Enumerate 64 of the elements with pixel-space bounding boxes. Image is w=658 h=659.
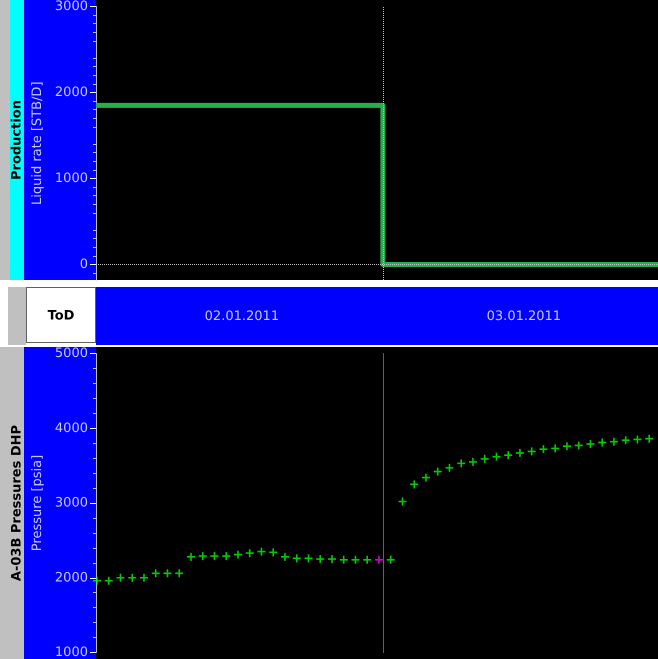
point [316,555,324,564]
point [280,552,289,561]
point [257,548,266,556]
y-tick-label: 4000 [54,420,88,436]
point [457,459,466,468]
point [398,498,406,506]
x-axis-title: ToD [48,308,75,324]
point [116,574,124,582]
y-tick-label: 3000 [54,0,88,14]
x-tick-label: 03.01.2011 [486,309,562,324]
point [222,552,230,560]
point [128,574,136,582]
point [551,444,560,452]
point [539,445,548,454]
point [516,448,524,457]
point [234,550,242,559]
point [422,474,430,482]
point [492,452,500,461]
point [186,552,195,561]
point [504,451,512,460]
y-tick-label: 3000 [54,496,88,510]
point [351,556,360,564]
point [163,569,172,578]
point [269,548,278,556]
point [410,480,418,488]
point [104,576,113,585]
point [246,549,254,558]
point [210,552,218,560]
point [292,554,301,562]
point [92,576,101,585]
point [610,438,618,446]
point [528,447,536,456]
point [598,438,606,446]
y-tick-label: 0 [80,257,88,272]
point [434,468,442,476]
point [386,556,395,564]
point [363,556,372,564]
point [574,441,583,450]
point [445,464,454,472]
y-tick-label: 1000 [54,645,88,659]
point [198,552,207,560]
point [328,555,336,564]
y-tick-label: 5000 [54,346,88,361]
point [152,569,160,578]
point [340,556,348,564]
point [633,435,642,444]
y-tick-label: 2000 [54,85,88,100]
point [468,458,477,466]
y-axis-title: Pressure [psia] [30,454,46,552]
y-axis-title: Liquid rate [STB/D] [30,81,46,206]
point [480,454,489,463]
point [175,569,184,578]
point [645,434,654,443]
text: Production [10,100,24,180]
y-tick-label: 2000 [54,570,88,586]
point [562,442,571,450]
point [140,574,148,582]
point [304,554,312,562]
point [622,436,630,444]
point [374,556,383,564]
y-tick-label: 1000 [54,171,88,186]
x-tick-label: 02.01.2011 [204,309,280,324]
point [586,440,594,448]
text: A-03B Pressures DHP [10,424,24,582]
